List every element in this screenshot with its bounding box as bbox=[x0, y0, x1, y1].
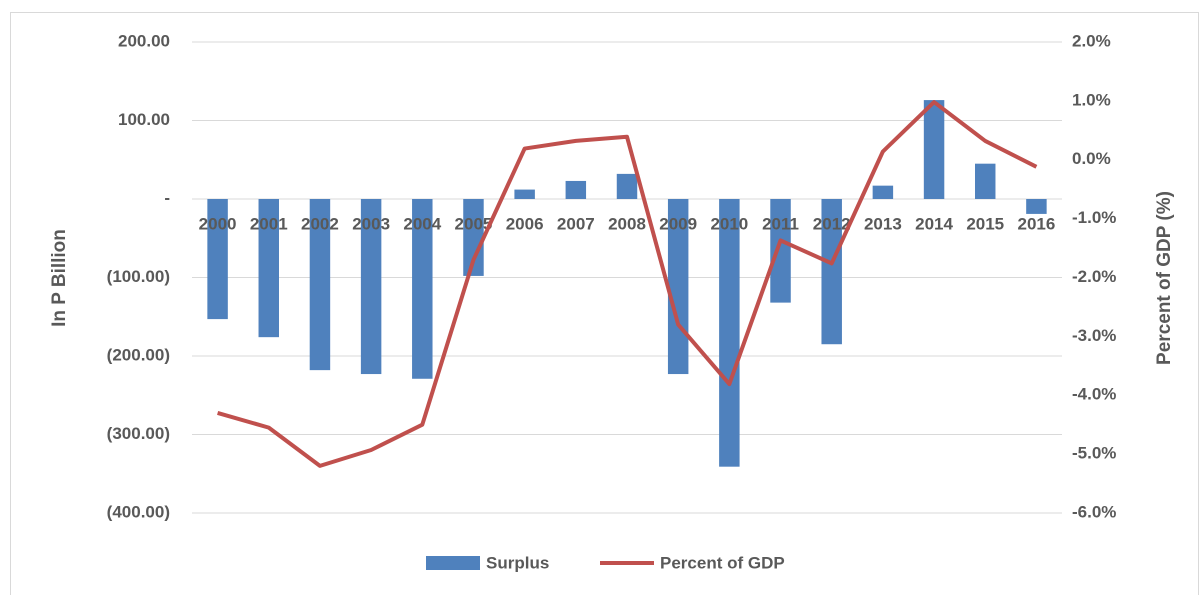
y-tick-label: 100.00 bbox=[118, 110, 170, 129]
chart-frame bbox=[10, 12, 1199, 595]
x-tick-label: 2011 bbox=[762, 214, 799, 233]
legend-label: Surplus bbox=[486, 553, 549, 572]
y2-tick-label: -3.0% bbox=[1072, 326, 1116, 345]
y2-tick-label: 0.0% bbox=[1072, 149, 1111, 168]
x-tick-label: 2000 bbox=[199, 214, 237, 233]
x-tick-label: 2007 bbox=[557, 214, 595, 233]
y-tick-label: (400.00) bbox=[107, 502, 170, 521]
bar bbox=[258, 199, 279, 338]
legend-label: Percent of GDP bbox=[660, 553, 785, 572]
bar bbox=[463, 199, 484, 276]
bar bbox=[412, 199, 433, 379]
y2-tick-label: -5.0% bbox=[1072, 444, 1116, 463]
x-tick-label: 2003 bbox=[352, 214, 390, 233]
y-tick-label: (300.00) bbox=[107, 424, 170, 443]
x-tick-label: 2014 bbox=[915, 214, 953, 233]
y-tick-label: 200.00 bbox=[118, 31, 170, 50]
x-tick-label: 2004 bbox=[403, 214, 441, 233]
y2-tick-label: -1.0% bbox=[1072, 208, 1116, 227]
bar bbox=[770, 199, 791, 303]
bar bbox=[821, 199, 842, 345]
bar bbox=[1026, 199, 1047, 214]
x-tick-label: 2016 bbox=[1017, 214, 1055, 233]
line bbox=[217, 100, 1038, 468]
x-tick-label: 2008 bbox=[608, 214, 646, 233]
bar bbox=[975, 163, 996, 199]
x-tick-label: 2010 bbox=[710, 214, 748, 233]
x-tick-label: 2002 bbox=[301, 214, 339, 233]
x-tick-label: 2001 bbox=[250, 214, 288, 233]
y-tick-label: (100.00) bbox=[107, 267, 170, 286]
x-tick-label: 2005 bbox=[455, 214, 493, 233]
x-tick-label: 2006 bbox=[506, 214, 544, 233]
x-tick-label: 2015 bbox=[966, 214, 1004, 233]
bar bbox=[207, 199, 228, 320]
bar bbox=[872, 185, 894, 199]
bar bbox=[616, 173, 638, 199]
y2-tick-label: 2.0% bbox=[1072, 31, 1111, 50]
x-tick-label: 2013 bbox=[864, 214, 902, 233]
y2-tick-label: 1.0% bbox=[1072, 90, 1111, 109]
bar bbox=[309, 199, 331, 371]
y-tick-label: (200.00) bbox=[107, 345, 170, 364]
bar bbox=[923, 100, 945, 199]
y2-tick-label: -2.0% bbox=[1072, 267, 1116, 286]
x-tick-label: 2012 bbox=[813, 214, 851, 233]
bar bbox=[719, 199, 740, 467]
y2-tick-label: -4.0% bbox=[1072, 385, 1116, 404]
legend-swatch bbox=[426, 556, 480, 570]
bar bbox=[514, 189, 535, 199]
y2-tick-label: -6.0% bbox=[1072, 502, 1116, 521]
bar bbox=[360, 199, 382, 375]
x-tick-label: 2009 bbox=[659, 214, 697, 233]
y-axis-title: In P Billion bbox=[49, 229, 70, 327]
y2-axis-title: Percent of GDP (%) bbox=[1154, 191, 1175, 365]
bar bbox=[565, 180, 587, 199]
y-tick-label: - bbox=[164, 188, 170, 207]
